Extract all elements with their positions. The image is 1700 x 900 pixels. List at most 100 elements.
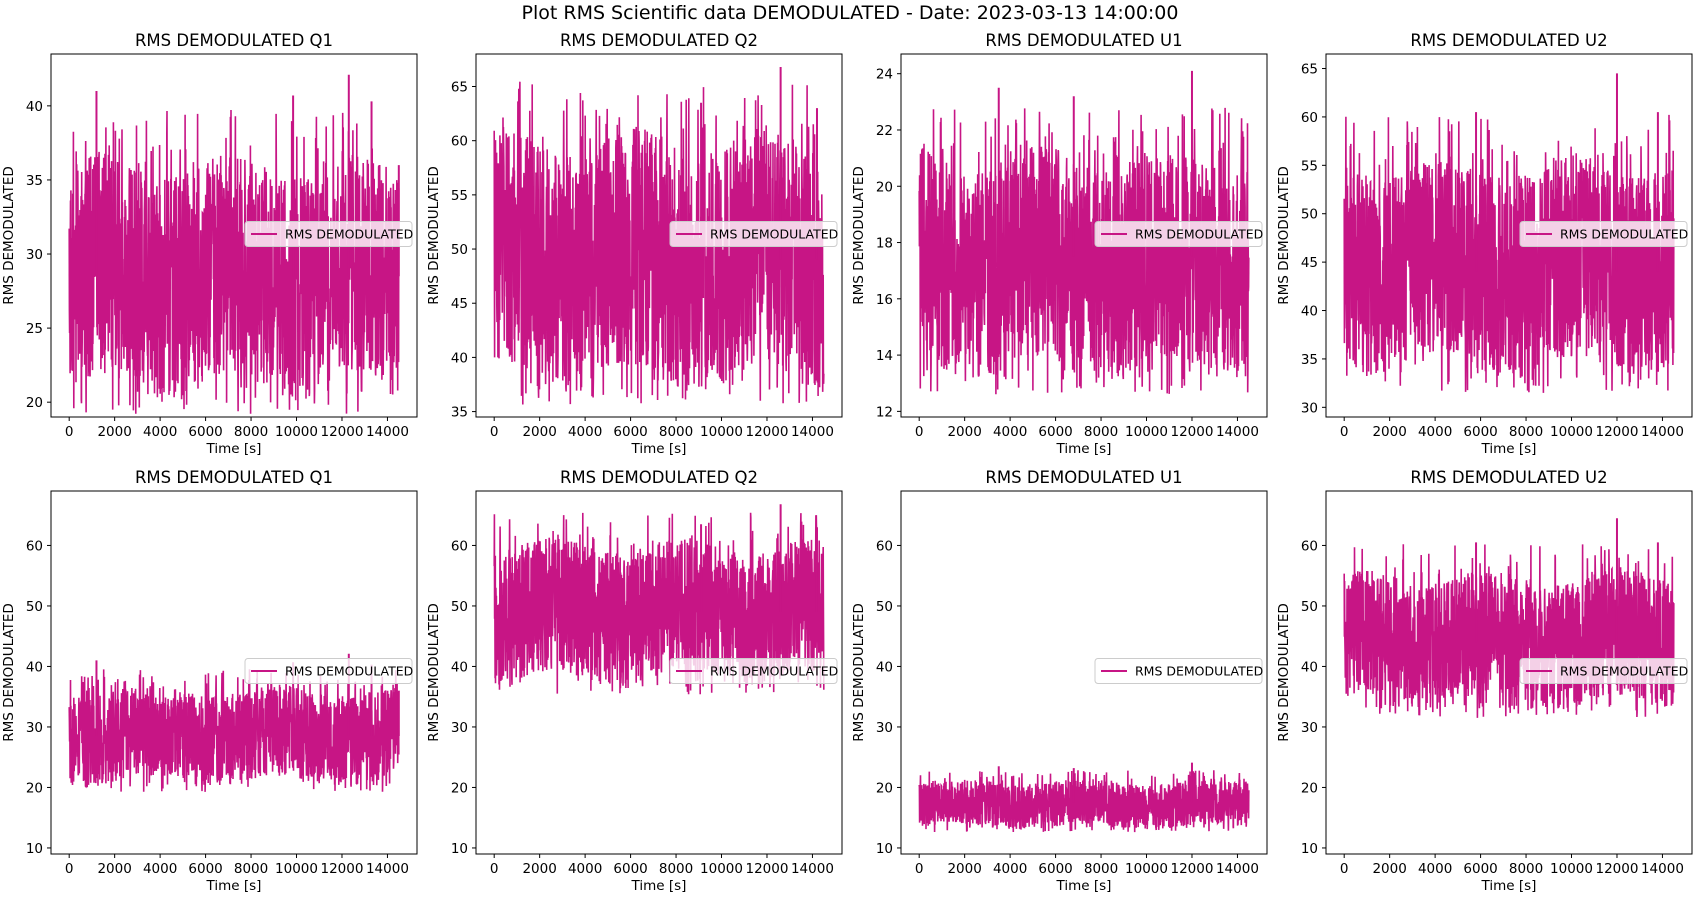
y-axis-label: RMS DEMODULATED	[1, 166, 17, 305]
x-tick-label: 10000	[275, 424, 318, 440]
series-line	[68, 109, 400, 414]
x-tick-label: 2000	[947, 861, 981, 877]
x-axis-label: Time [s]	[206, 878, 262, 894]
y-tick-label: 40	[451, 659, 468, 675]
y-tick-label: 60	[1301, 538, 1318, 554]
y-tick-label: 65	[1301, 62, 1318, 78]
x-tick-label: 12000	[1596, 861, 1639, 877]
series-line	[493, 512, 825, 695]
y-tick-label: 50	[26, 599, 43, 615]
y-tick-label: 60	[1301, 110, 1318, 126]
y-tick-label: 24	[876, 67, 893, 83]
peak-group	[997, 762, 1193, 803]
legend-label: RMS DEMODULATED	[1560, 664, 1688, 679]
x-tick-label: 8000	[659, 424, 693, 440]
subplot-title: RMS DEMODULATED Q1	[135, 31, 333, 50]
x-tick-label: 12000	[1596, 424, 1639, 440]
y-tick-label: 30	[1301, 720, 1318, 736]
legend-box	[244, 658, 413, 684]
x-tick-label: 4000	[1418, 424, 1452, 440]
x-tick-label: 0	[490, 861, 499, 877]
y-tick-label: 45	[1301, 255, 1318, 271]
x-tick-label: 2000	[1372, 861, 1406, 877]
legend: RMS DEMODULATED	[1094, 221, 1263, 247]
y-tick-label: 20	[26, 780, 43, 796]
x-tick-label: 2000	[522, 424, 556, 440]
x-tick-label: 2000	[97, 861, 131, 877]
y-tick-label: 50	[1301, 599, 1318, 615]
legend: RMS DEMODULATED	[1519, 221, 1688, 247]
y-axis-label: RMS DEMODULATED	[851, 166, 867, 305]
x-axis-label: Time [s]	[1481, 441, 1537, 457]
y-tick-label: 35	[1301, 352, 1318, 368]
x-tick-label: 0	[490, 424, 499, 440]
y-tick-label: 40	[451, 350, 468, 366]
x-axis-label: Time [s]	[1481, 878, 1537, 894]
x-tick-label: 10000	[700, 424, 743, 440]
subplot-title: RMS DEMODULATED Q1	[135, 468, 333, 487]
y-tick-label: 60	[26, 538, 43, 554]
legend-label: RMS DEMODULATED	[1135, 227, 1263, 242]
y-tick-label: 30	[876, 720, 893, 736]
x-tick-label: 0	[65, 861, 74, 877]
y-axis-label: RMS DEMODULATED	[426, 603, 442, 742]
x-tick-label: 10000	[1550, 424, 1593, 440]
x-tick-label: 14000	[1641, 424, 1684, 440]
y-tick-label: 40	[1301, 304, 1318, 320]
subplot-3: RMS DEMODULATED U1 0 2000 4000 6000 8000 10000…	[851, 31, 1268, 457]
x-tick-label: 8000	[659, 861, 693, 877]
x-tick-label: 0	[1340, 424, 1349, 440]
axes-frame	[475, 53, 843, 418]
legend: RMS DEMODULATED	[1094, 658, 1263, 684]
subplot-1: RMS DEMODULATED Q1 0 2000 4000 6000 8000 10000…	[1, 31, 418, 457]
x-tick-label: 12000	[321, 424, 364, 440]
x-tick-label: 6000	[1463, 861, 1497, 877]
x-tick-label: 2000	[522, 861, 556, 877]
subplot-5: RMS DEMODULATED Q1 0 2000 4000 6000 8000 10000…	[1, 468, 418, 894]
x-tick-label: 10000	[1125, 861, 1168, 877]
x-tick-label: 6000	[613, 424, 647, 440]
legend: RMS DEMODULATED	[669, 221, 838, 247]
x-tick-label: 6000	[1038, 424, 1072, 440]
y-tick-label: 30	[26, 247, 43, 263]
x-tick-label: 4000	[568, 424, 602, 440]
subplot-title: RMS DEMODULATED U2	[1410, 468, 1607, 487]
x-tick-label: 12000	[1171, 424, 1214, 440]
y-tick-label: 10	[876, 841, 893, 857]
x-tick-label: 8000	[1084, 861, 1118, 877]
x-axis-label: Time [s]	[206, 441, 262, 457]
subplot-title: RMS DEMODULATED U2	[1410, 31, 1607, 50]
y-tick-label: 50	[876, 599, 893, 615]
legend-label: RMS DEMODULATED	[285, 227, 413, 242]
x-tick-label: 12000	[746, 424, 789, 440]
subplot-title: RMS DEMODULATED U1	[985, 468, 1182, 487]
x-tick-label: 14000	[366, 424, 409, 440]
y-tick-label: 12	[876, 404, 893, 420]
x-tick-label: 2000	[97, 424, 131, 440]
legend: RMS DEMODULATED	[1519, 658, 1688, 684]
y-tick-label: 40	[876, 659, 893, 675]
series-line	[918, 770, 1250, 833]
axes-frame	[900, 490, 1268, 855]
x-axis-label: Time [s]	[1056, 878, 1112, 894]
axes-frame	[50, 490, 418, 855]
y-tick-label: 45	[451, 296, 468, 312]
series-line	[918, 107, 1250, 395]
y-tick-label: 35	[451, 405, 468, 421]
y-tick-label: 20	[876, 780, 893, 796]
y-tick-label: 50	[1301, 207, 1318, 223]
y-tick-label: 40	[1301, 659, 1318, 675]
figure-title: Plot RMS Scientific data DEMODULATED - D…	[522, 2, 1179, 24]
y-tick-label: 50	[451, 599, 468, 615]
axes-frame	[1325, 490, 1693, 855]
x-tick-label: 14000	[1216, 861, 1259, 877]
series-line	[68, 669, 400, 792]
legend-box	[1519, 658, 1688, 684]
legend-label: RMS DEMODULATED	[1135, 664, 1263, 679]
legend-label: RMS DEMODULATED	[1560, 227, 1688, 242]
x-tick-label: 0	[915, 424, 924, 440]
x-tick-label: 6000	[188, 424, 222, 440]
y-tick-label: 60	[876, 538, 893, 554]
subplot-4: RMS DEMODULATED U2 0 2000 4000 6000 8000 10000…	[1276, 31, 1693, 457]
legend: RMS DEMODULATED	[669, 658, 838, 684]
